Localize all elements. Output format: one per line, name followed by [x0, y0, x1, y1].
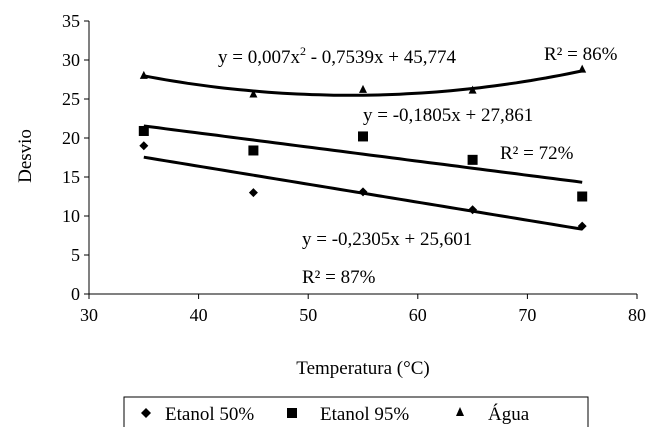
- equation-etanol-50: y = -0,2305x + 25,601: [302, 229, 472, 250]
- legend-label-etanol-50: Etanol 50%: [165, 404, 254, 425]
- r2-etanol-50: R² = 87%: [302, 267, 376, 288]
- y-tick-label: 10: [62, 206, 80, 226]
- x-tick-label: 40: [190, 305, 208, 325]
- point-series-1: [577, 191, 588, 202]
- equation-agua: y = 0,007x2 - 0,7539x + 45,774: [218, 44, 457, 68]
- data-points: [138, 64, 588, 231]
- y-tick-label: 5: [71, 245, 80, 265]
- point-series-1: [138, 125, 149, 136]
- y-tick-label: 0: [71, 284, 80, 304]
- point-series-1: [248, 145, 259, 156]
- x-tick-label: 80: [628, 305, 646, 325]
- legend: Etanol 50% Etanol 95% Água: [123, 396, 589, 427]
- y-tick-label: 20: [62, 128, 80, 148]
- legend-label-agua: Água: [488, 403, 530, 425]
- trendline-series-2: [143, 69, 583, 97]
- legend-marker-etanol-50: [141, 408, 151, 418]
- r2-agua: R² = 86%: [544, 44, 618, 65]
- legend-label-etanol-95: Etanol 95%: [320, 404, 409, 425]
- x-tick-label: 60: [409, 305, 427, 325]
- y-axis-label: Desvio: [15, 129, 36, 183]
- y-tick-label: 30: [62, 50, 80, 70]
- point-series-0: [468, 205, 478, 215]
- y-tick-label: 35: [62, 11, 80, 31]
- point-series-2: [139, 70, 148, 79]
- point-series-2: [578, 64, 587, 73]
- legend-marker-etanol-95: [287, 408, 297, 418]
- y-tick-label: 15: [62, 167, 80, 187]
- point-series-1: [467, 154, 478, 165]
- x-tick-label: 70: [518, 305, 536, 325]
- point-series-2: [249, 89, 258, 98]
- legend-box: [123, 396, 589, 427]
- point-series-2: [468, 85, 477, 94]
- point-series-0: [139, 141, 149, 151]
- equation-etanol-95: y = -0,1805x + 27,861: [363, 105, 533, 126]
- y-tick-label: 25: [62, 89, 80, 109]
- point-series-1: [358, 131, 368, 142]
- point-series-0: [248, 188, 258, 198]
- x-tick-label: 50: [299, 305, 317, 325]
- axes: 0 5 10 15 20 25 30 35 30 40 50 60 70 80: [62, 11, 646, 325]
- point-series-0: [358, 187, 368, 197]
- trendline-series-1: [143, 124, 583, 184]
- x-tick-label: 30: [80, 305, 98, 325]
- x-axis-label: Temperatura (°C): [296, 358, 429, 379]
- r2-etanol-95: R² = 72%: [500, 143, 574, 164]
- point-series-2: [359, 84, 367, 93]
- legend-marker-agua: [456, 407, 464, 416]
- point-series-0: [577, 221, 587, 231]
